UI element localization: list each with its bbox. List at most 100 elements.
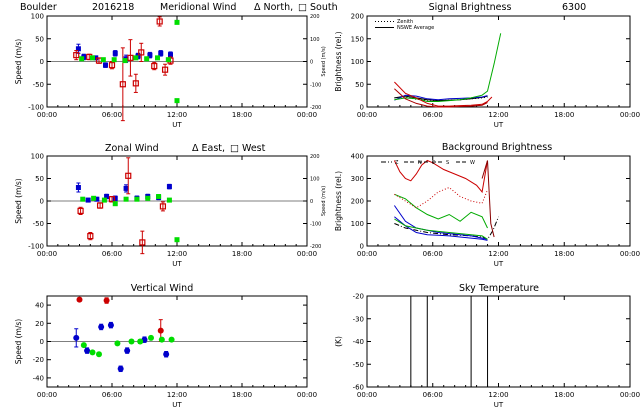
zonal-title-part: □ West xyxy=(230,143,266,154)
background-series-line xyxy=(394,216,499,240)
meridional-ytick-label: -50 xyxy=(33,81,44,89)
zonal-point xyxy=(139,239,146,246)
zonal-point xyxy=(112,201,118,207)
background-xtick-label: 18:00 xyxy=(554,250,574,258)
background-series-line xyxy=(394,216,488,241)
meridional-right-yaxis-label: Speed (m/s) xyxy=(321,46,327,76)
vertical-xtick-label: 06:00 xyxy=(102,391,122,399)
vertical-point xyxy=(124,347,131,354)
meridional-point xyxy=(103,62,108,68)
meridional-point xyxy=(161,66,169,73)
skytemp-xtick-label: 00:00 xyxy=(620,391,640,399)
signal-series-line xyxy=(394,88,488,108)
zonal-right-ytick-label: 0 xyxy=(310,199,313,205)
zonal-xtick-label: 06:00 xyxy=(102,250,122,258)
meridional-point xyxy=(158,50,164,56)
meridional-xaxis-label: UT xyxy=(172,121,182,129)
background-series-line xyxy=(393,205,488,240)
background-ytick-label: 300 xyxy=(351,175,364,183)
zonal-ytick-label: 100 xyxy=(31,153,44,161)
zonal-xtick-label: 00:00 xyxy=(37,250,57,258)
meridional-point xyxy=(111,57,117,63)
meridional-ytick-label: 100 xyxy=(31,13,44,21)
background-xtick-label: 12:00 xyxy=(488,250,508,258)
zonal-xtick-label: 12:00 xyxy=(167,250,187,258)
vertical-point xyxy=(107,322,114,329)
skytemp-xtick-label: 00:00 xyxy=(357,391,377,399)
background-legend-label: Z xyxy=(395,160,399,166)
signal-series-line xyxy=(394,33,502,102)
skytemp-ytick-label: -30 xyxy=(353,315,364,323)
background-legend-label: S xyxy=(446,160,449,166)
vertical-point xyxy=(168,336,175,343)
background-xaxis-label: UT xyxy=(494,260,504,268)
meridional-point xyxy=(79,56,85,62)
meridional-right-ytick-label: 100 xyxy=(310,37,320,43)
vertical-ytick-label: 20 xyxy=(35,320,44,328)
zonal-xaxis-label: UT xyxy=(172,260,182,268)
vertical-point xyxy=(137,338,144,345)
vertical-point xyxy=(84,347,91,354)
meridional-point xyxy=(174,98,180,104)
signal-xtick-label: 18:00 xyxy=(554,111,574,119)
meridional-xtick-label: 18:00 xyxy=(232,111,252,119)
meridional-right-ytick-label: -100 xyxy=(310,82,321,88)
zonal-title-part: Δ East, xyxy=(192,143,225,154)
background-legend-label: E xyxy=(432,160,435,166)
skytemp-yaxis-label: (K) xyxy=(334,336,343,347)
zonal-right-yaxis-label: Speed (m/s) xyxy=(321,186,327,216)
signal-legend-label: Zenith xyxy=(397,19,413,25)
signal-ytick-label: 150 xyxy=(351,35,364,43)
vertical-point xyxy=(158,336,165,343)
meridional-point xyxy=(133,55,139,61)
vertical-point xyxy=(128,338,135,345)
meridional-point xyxy=(168,52,173,58)
background-series-line xyxy=(394,193,488,229)
meridional-point xyxy=(127,54,134,61)
vertical-ytick-label: 0 xyxy=(40,338,44,346)
meridional-title-part: Meridional Wind xyxy=(160,2,236,13)
meridional-title-part: Boulder xyxy=(20,2,57,13)
vertical-point xyxy=(163,351,170,358)
vertical-xaxis-label: UT xyxy=(172,401,182,409)
signal-legend-label: NSWE Average xyxy=(397,25,434,31)
zonal-right-ytick-label: 100 xyxy=(310,177,320,183)
signal-xtick-label: 12:00 xyxy=(488,111,508,119)
skytemp-title: Sky Temperature xyxy=(459,283,539,294)
vertical-xtick-label: 18:00 xyxy=(232,391,252,399)
zonal-point xyxy=(108,196,116,203)
skytemp-plot-frame xyxy=(366,295,631,388)
zonal-right-ytick-label: -200 xyxy=(310,244,321,250)
background-legend-label: W xyxy=(470,160,475,166)
meridional-right-ytick-label: -200 xyxy=(310,105,321,111)
meridional-xtick-label: 00:00 xyxy=(37,111,57,119)
background-ytick-label: 400 xyxy=(351,153,364,161)
meridional-ytick-label: -100 xyxy=(28,104,44,112)
zonal-ytick-label: 50 xyxy=(35,175,44,183)
zonal-point xyxy=(75,185,81,190)
signal-title-extra: 6300 xyxy=(562,2,586,13)
meridional-ytick-label: 50 xyxy=(35,35,44,43)
signal-series-line xyxy=(394,81,493,107)
signal-xtick-label: 00:00 xyxy=(357,111,377,119)
background-series-line xyxy=(394,218,488,240)
zonal-point xyxy=(123,185,129,191)
zonal-point xyxy=(77,207,84,214)
vertical-point xyxy=(157,327,164,334)
zonal-point xyxy=(174,237,180,243)
signal-ytick-label: 0 xyxy=(360,104,364,112)
vertical-point xyxy=(89,349,96,356)
zonal-xtick-label: 18:00 xyxy=(232,250,252,258)
zonal-point xyxy=(134,196,140,202)
zonal-point xyxy=(166,197,172,203)
background-series-line xyxy=(394,186,488,209)
vertical-point xyxy=(73,334,80,341)
zonal-point xyxy=(104,194,110,199)
vertical-ytick-label: -40 xyxy=(33,374,44,382)
meridional-point xyxy=(112,50,118,56)
zonal-point xyxy=(87,233,94,240)
meridional-title-part: 2016218 xyxy=(92,2,134,13)
vertical-point xyxy=(96,351,102,358)
zonal-point xyxy=(94,196,100,202)
vertical-ytick-label: 40 xyxy=(35,302,44,310)
